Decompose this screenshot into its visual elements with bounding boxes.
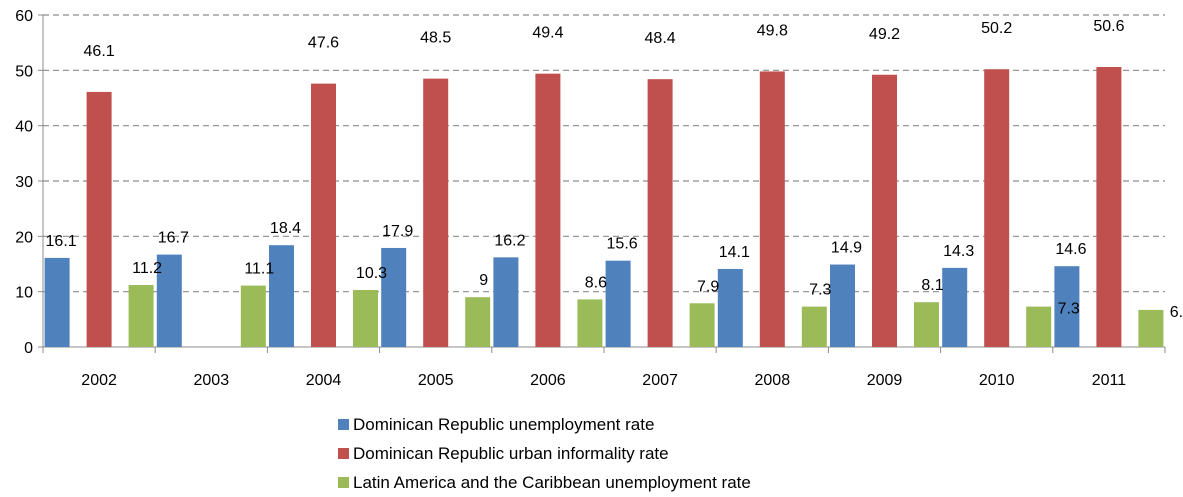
data-label: 16.1 <box>46 233 77 250</box>
legend-swatch <box>338 448 349 459</box>
data-label: 49.4 <box>532 25 563 42</box>
data-label: 14.3 <box>943 243 974 260</box>
x-tick-label: 2006 <box>530 372 566 389</box>
data-label: 16.2 <box>494 232 525 249</box>
data-label: 11.1 <box>244 261 274 278</box>
legend-swatch <box>338 477 349 488</box>
bar <box>240 285 266 347</box>
y-tick-label: 40 <box>15 119 33 136</box>
x-tick-label: 2011 <box>1092 372 1127 389</box>
data-label: 14.1 <box>719 244 750 261</box>
bar <box>311 83 336 347</box>
bar <box>689 303 715 347</box>
bar <box>353 290 378 347</box>
bar <box>605 260 631 347</box>
y-tick-label: 50 <box>15 63 33 80</box>
bars <box>44 67 1164 348</box>
data-label: 14.6 <box>1055 241 1086 258</box>
bar <box>647 79 673 347</box>
bar <box>381 247 407 347</box>
bar <box>86 91 112 347</box>
data-label: 46.1 <box>84 43 115 60</box>
data-label: 18.4 <box>270 220 301 237</box>
legend-label: Dominican Republic urban informality rat… <box>353 443 669 463</box>
x-tick-label: 2010 <box>979 372 1015 389</box>
y-tick-label: 60 <box>15 8 33 25</box>
bar <box>984 69 1010 347</box>
data-label: 15.6 <box>607 236 638 253</box>
bar <box>44 257 70 347</box>
data-label: 48.4 <box>645 30 676 47</box>
bar <box>872 74 897 347</box>
bar <box>423 78 449 347</box>
data-label: 8.6 <box>585 274 607 291</box>
bar <box>1138 309 1164 347</box>
data-label: 14.9 <box>831 240 862 257</box>
bar <box>269 245 294 347</box>
data-label: 11.2 <box>132 260 162 277</box>
bar <box>535 73 561 348</box>
y-tick-label: 20 <box>15 229 33 246</box>
data-labels: 16.1 16.7 18.4 17.9 16.2 15.6 14.1 14.9 14.3 14.6… <box>46 18 1183 321</box>
bar <box>156 254 182 347</box>
legend-item: Dominican Republic unemployment rate <box>338 410 751 439</box>
x-tick-label: 2005 <box>418 372 454 389</box>
data-label: 49.2 <box>869 26 900 43</box>
bar <box>759 71 785 347</box>
legend-label: Latin America and the Caribbean unemploy… <box>353 472 751 492</box>
legend-swatch <box>338 419 349 430</box>
data-label: 6.7 <box>1170 304 1183 321</box>
data-label: 7.3 <box>809 282 831 299</box>
data-label: 10.3 <box>356 265 387 282</box>
bar <box>914 302 939 347</box>
data-label: 9 <box>479 272 488 289</box>
axes: 0 10 20 30 40 50 60 2002 2003 2004 2005 2006 2007 200… <box>15 8 1166 389</box>
bar <box>830 264 855 347</box>
x-tick-label: 2007 <box>642 372 678 389</box>
bar <box>717 268 743 347</box>
bar <box>942 267 968 347</box>
data-label: 47.6 <box>308 35 339 52</box>
legend: Dominican Republic unemployment rate Domi… <box>338 410 751 497</box>
legend-item: Dominican Republic urban informality rat… <box>338 439 751 468</box>
x-tick-label: 2009 <box>867 372 903 389</box>
legend-item: Latin America and the Caribbean unemploy… <box>338 468 751 497</box>
bar <box>1026 306 1052 347</box>
data-label: 7.3 <box>1058 301 1080 318</box>
y-tick-label: 0 <box>24 340 33 357</box>
data-label: 48.5 <box>420 30 451 47</box>
x-tick-label: 2004 <box>306 372 342 389</box>
gridlines <box>43 14 1165 293</box>
data-label: 7.9 <box>697 278 719 295</box>
data-label: 17.9 <box>382 223 413 240</box>
bar <box>493 257 519 347</box>
bar <box>1054 266 1080 347</box>
data-label: 8.1 <box>921 277 943 294</box>
y-tick-label: 10 <box>15 285 33 302</box>
bar <box>128 285 154 347</box>
y-tick-label: 30 <box>15 174 33 191</box>
x-tick-label: 2003 <box>194 372 230 389</box>
legend-label: Dominican Republic unemployment rate <box>353 414 655 434</box>
bar-chart: 0 10 20 30 40 50 60 2002 2003 2004 2005 2006 2007 200… <box>15 8 1183 389</box>
data-label: 16.7 <box>158 230 189 247</box>
data-label: 50.2 <box>981 20 1012 37</box>
data-label: 49.8 <box>757 22 788 39</box>
bar <box>577 299 603 347</box>
bar <box>1096 67 1122 347</box>
x-tick-label: 2008 <box>755 372 791 389</box>
x-tick-label: 2002 <box>81 372 117 389</box>
bar <box>465 297 491 347</box>
data-label: 50.6 <box>1093 18 1124 35</box>
bar <box>801 306 827 347</box>
